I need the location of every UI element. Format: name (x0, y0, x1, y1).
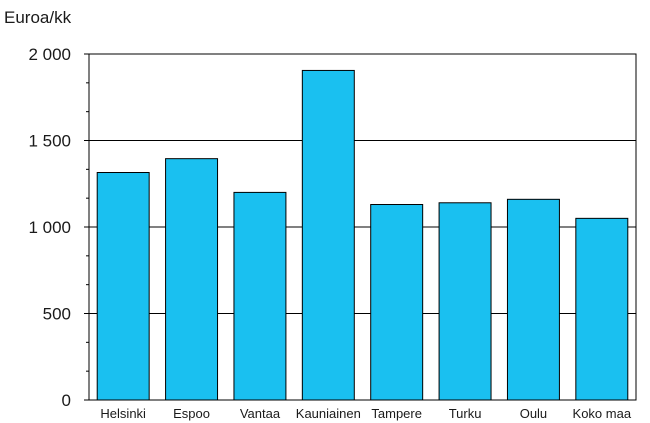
x-tick-label: Espoo (173, 406, 210, 421)
bar-tampere (370, 204, 424, 401)
bar-espoo (165, 158, 219, 401)
bar-oulu (506, 198, 560, 401)
y-tick-label: 500 (43, 305, 71, 324)
x-tick-label: Koko maa (573, 406, 632, 421)
bar-turku (438, 202, 492, 401)
y-axis-label: Euroa/kk (4, 8, 72, 27)
y-tick-label: 2 000 (28, 45, 71, 64)
x-tick-label: Vantaa (240, 406, 281, 421)
y-tick-labels: 0 500 1 000 1 500 2 000 (28, 45, 71, 410)
bars (96, 69, 629, 401)
bar-kauniainen (301, 69, 355, 401)
y-tick-label: 0 (62, 391, 71, 410)
y-tick-label: 1 500 (28, 132, 71, 151)
bar-koko-maa (575, 217, 629, 401)
x-tick-label: Helsinki (100, 406, 146, 421)
x-tick-label: Turku (449, 406, 482, 421)
axis-ticks (84, 53, 89, 401)
x-tick-label: Tampere (371, 406, 422, 421)
bar-helsinki (96, 172, 150, 401)
x-tick-labels: Helsinki Espoo Vantaa Kauniainen Tampere Turk… (100, 406, 631, 421)
y-tick-label: 1 000 (28, 218, 71, 237)
x-tick-label: Oulu (520, 406, 547, 421)
x-tick-label: Kauniainen (296, 406, 361, 421)
bar-vantaa (233, 191, 287, 401)
